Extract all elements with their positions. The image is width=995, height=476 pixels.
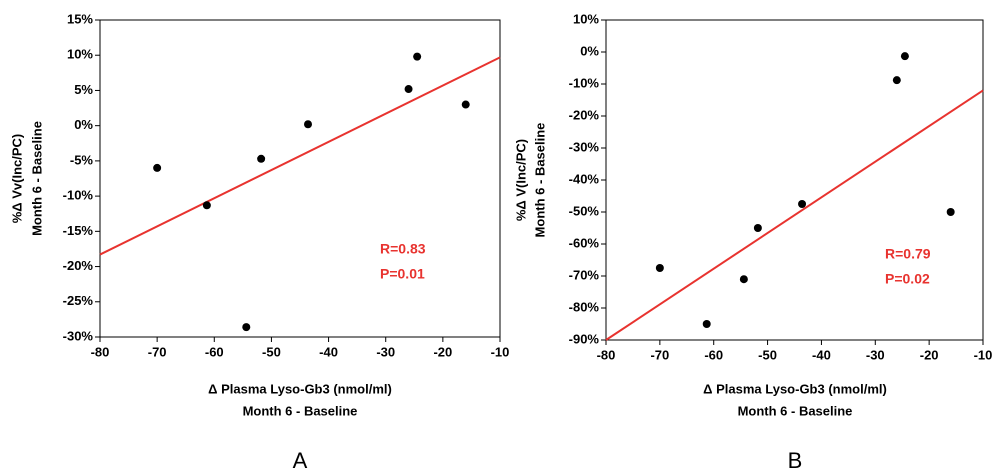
y-tick-label: 0% [74,117,93,132]
annotation: R=0.83 [380,241,426,257]
data-point [892,76,901,85]
data-point [702,320,711,328]
data-point [461,100,470,109]
x-axis-label: Δ Plasma Lyso-Gb3 (nmol/ml) [703,381,887,396]
y-axis-label: Month 6 - Baseline [532,123,547,238]
data-point [304,120,312,129]
x-tick-label: -40 [812,347,831,362]
data-point [257,154,266,163]
data-point [404,85,413,94]
data-point [946,208,955,216]
y-tick-label: -50% [569,203,600,218]
y-tick-label: 5% [74,82,93,97]
x-tick-label: -40 [319,344,338,359]
y-tick-label: -10% [569,75,600,90]
plot-frame [99,19,501,338]
data-point [242,323,251,332]
x-tick-label: -60 [704,347,723,362]
x-tick-label: -50 [262,344,281,359]
data-point [739,275,748,284]
y-axis-label: Month 6 - Baseline [29,121,44,236]
plot-frame [605,19,984,341]
y-tick-label: 15% [67,11,93,26]
y-tick-label: -30% [569,139,600,154]
y-tick-label: 10% [573,11,599,26]
x-tick-label: -80 [91,344,110,359]
data-point [413,52,422,61]
y-tick-label: -15% [63,223,94,238]
y-tick-label: -30% [63,328,94,343]
y-axis-label: %Δ V(Inc/PC) [513,139,528,221]
y-tick-label: -70% [569,267,600,282]
x-axis-label: Δ Plasma Lyso-Gb3 (nmol/ml) [208,381,392,396]
x-axis-label: Month 6 - Baseline [243,403,358,418]
x-tick-label: -10 [974,347,993,362]
y-tick-label: -5% [70,152,94,167]
y-tick-label: 10% [67,47,93,62]
x-tick-label: -20 [433,344,452,359]
y-tick-label: -80% [569,299,600,314]
fit-line [99,56,501,256]
x-tick-label: -80 [597,347,616,362]
x-tick-label: -60 [205,344,224,359]
x-tick-label: -20 [920,347,939,362]
y-tick-label: -25% [63,293,94,308]
annotation: P=0.02 [885,271,930,287]
panel-label: B [788,448,803,473]
x-axis-label: Month 6 - Baseline [738,403,853,418]
y-tick-label: -60% [569,235,600,250]
y-tick-label: -10% [63,188,94,203]
data-point [798,200,807,208]
y-axis-label: %Δ Vv(Inc/PC) [9,134,24,224]
x-tick-label: -70 [650,347,669,362]
y-tick-label: -40% [569,171,600,186]
x-tick-label: -70 [148,344,167,359]
y-tick-label: -20% [63,258,94,273]
panel-label: A [293,448,308,473]
y-tick-label: 0% [580,43,599,58]
data-point [202,201,211,210]
y-tick-label: -90% [569,331,600,346]
data-point [153,163,162,172]
x-tick-label: -30 [376,344,395,359]
data-point [655,264,664,272]
annotation: R=0.79 [885,246,931,262]
y-tick-label: -20% [569,107,600,122]
data-point [900,52,909,61]
x-tick-label: -30 [866,347,885,362]
x-tick-label: -50 [758,347,777,362]
fit-line [605,89,984,341]
x-tick-label: -10 [491,344,510,359]
data-point [753,224,762,232]
annotation: P=0.01 [380,266,425,282]
